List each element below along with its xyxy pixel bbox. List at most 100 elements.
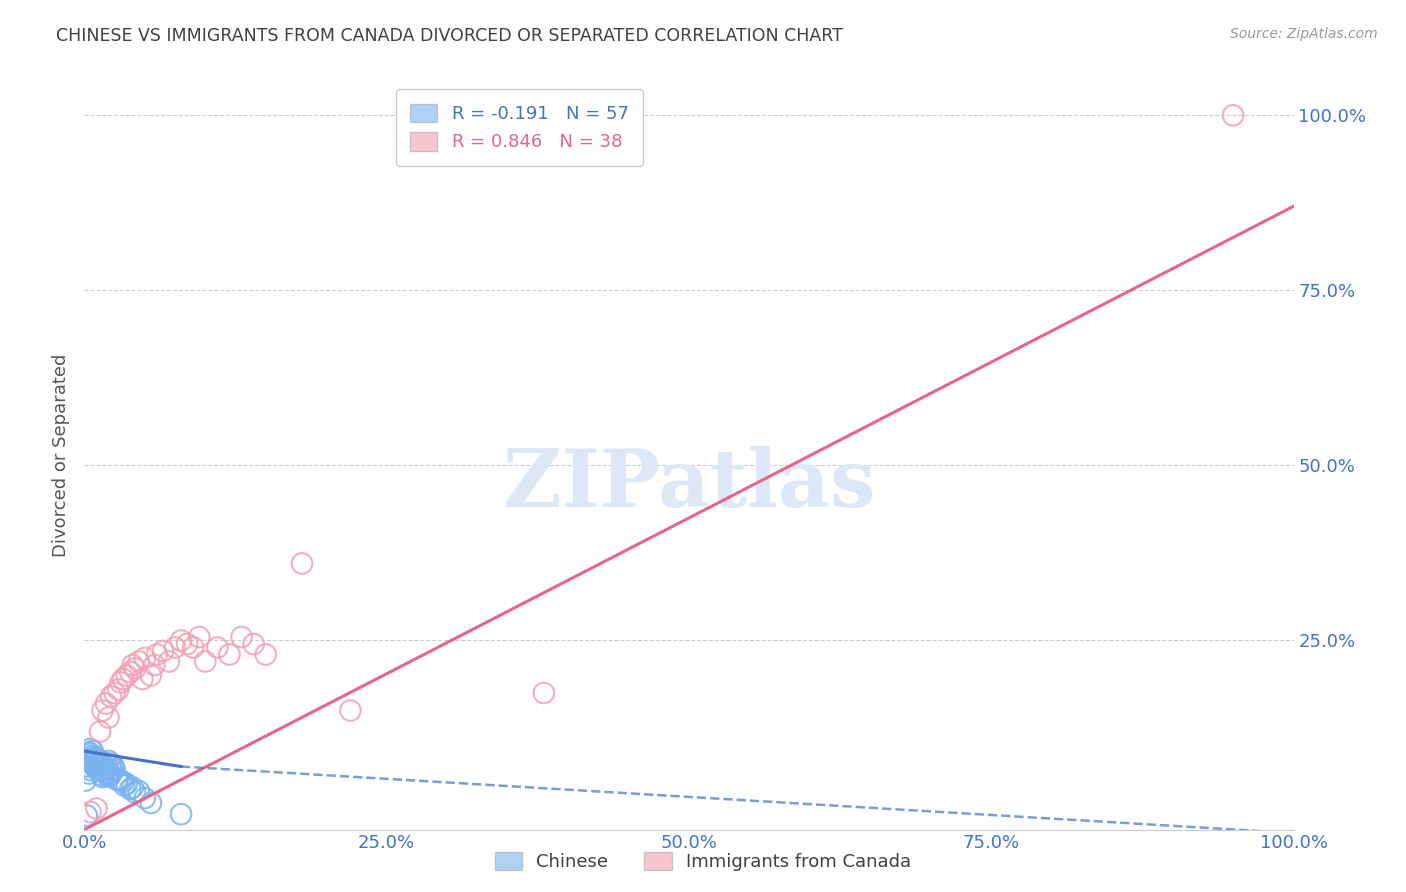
Point (82, 750, 104, 764)
Point (77, 746, 100, 760)
Point (139, 668, 162, 682)
Point (82, 744, 104, 758)
Point (97, 710, 120, 724)
Point (86, 801, 108, 815)
Point (97, 754, 120, 768)
Point (80, 756, 103, 770)
Point (291, 557, 314, 571)
Point (87, 759, 110, 773)
Point (86, 760, 108, 774)
Point (107, 772, 129, 786)
Point (94, 756, 117, 770)
Point (115, 777, 138, 791)
Point (124, 785, 146, 799)
Point (339, 704, 361, 718)
Point (90, 768, 112, 782)
Point (121, 780, 143, 795)
Point (91, 757, 114, 772)
Point (107, 682, 129, 697)
Point (128, 784, 150, 798)
Y-axis label: Divorced or Separated: Divorced or Separated (52, 353, 70, 557)
Point (79, 805, 101, 819)
Point (77, 766, 100, 780)
Point (194, 655, 217, 669)
Point (112, 672, 135, 686)
Point (170, 807, 193, 822)
Point (84, 753, 107, 767)
Point (77, 759, 100, 773)
Point (139, 796, 162, 810)
Point (98, 769, 121, 783)
Point (143, 658, 166, 673)
Point (152, 644, 174, 658)
Point (86, 751, 108, 765)
Point (188, 630, 211, 644)
Text: ZIPatlas: ZIPatlas (503, 446, 875, 524)
Point (176, 637, 198, 651)
Point (115, 668, 138, 682)
Point (103, 759, 125, 773)
Point (89, 754, 111, 768)
Point (131, 672, 153, 686)
Point (94, 697, 117, 711)
Point (134, 791, 156, 805)
Point (124, 661, 146, 675)
Legend: Chinese, Immigrants from Canada: Chinese, Immigrants from Canada (488, 845, 918, 879)
Point (112, 775, 135, 789)
Point (77, 752, 100, 766)
Point (101, 764, 124, 778)
Point (120, 781, 142, 796)
Point (146, 648, 169, 662)
Point (93, 762, 115, 776)
Point (96, 766, 118, 780)
Point (79, 763, 101, 777)
Legend: R = -0.191   N = 57, R = 0.846   N = 38: R = -0.191 N = 57, R = 0.846 N = 38 (396, 89, 644, 166)
Point (97, 765, 120, 780)
Point (86, 756, 108, 770)
Point (134, 651, 156, 665)
Point (94, 762, 117, 776)
Point (110, 675, 132, 690)
Point (207, 640, 229, 655)
Point (83, 758, 105, 772)
Point (104, 686, 127, 700)
Point (100, 690, 122, 704)
Point (181, 640, 204, 655)
Point (533, 686, 555, 700)
Point (75, 773, 97, 788)
Point (170, 633, 193, 648)
Point (89, 724, 111, 739)
Point (82, 755, 104, 769)
Point (128, 655, 150, 669)
Point (83, 752, 105, 766)
Point (96, 769, 118, 783)
Point (231, 630, 253, 644)
Point (1222, 108, 1244, 122)
Point (91, 770, 114, 784)
Text: Source: ZipAtlas.com: Source: ZipAtlas.com (1230, 27, 1378, 41)
Point (100, 767, 122, 781)
Point (104, 762, 127, 776)
Point (120, 665, 142, 679)
Text: CHINESE VS IMMIGRANTS FROM CANADA DIVORCED OR SEPARATED CORRELATION CHART: CHINESE VS IMMIGRANTS FROM CANADA DIVORC… (56, 27, 844, 45)
Point (112, 779, 135, 793)
Point (110, 773, 132, 788)
Point (79, 747, 101, 761)
Point (93, 764, 115, 779)
Point (79, 742, 101, 756)
Point (89, 759, 111, 773)
Point (76, 808, 98, 822)
Point (218, 648, 240, 662)
Point (91, 704, 114, 718)
Point (84, 761, 107, 775)
Point (100, 756, 122, 771)
Point (165, 640, 187, 655)
Point (94, 765, 117, 780)
Point (121, 658, 143, 673)
Point (157, 655, 180, 669)
Point (86, 756, 108, 771)
Point (242, 637, 264, 651)
Point (87, 763, 110, 777)
Point (105, 772, 128, 787)
Point (254, 648, 277, 662)
